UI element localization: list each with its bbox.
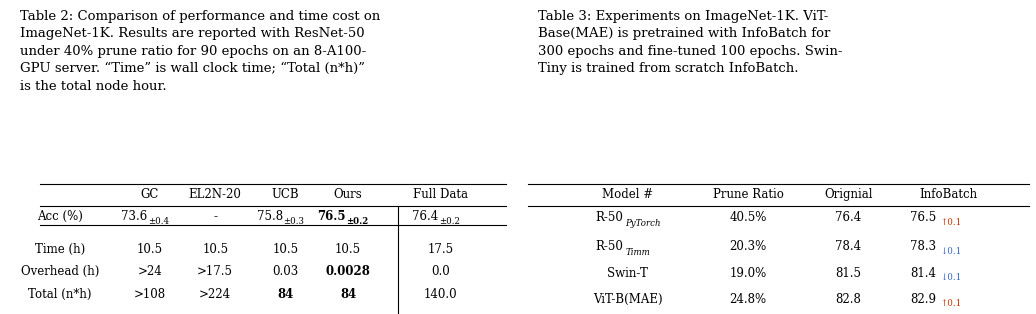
Text: 78.3: 78.3 (911, 240, 937, 253)
Text: 10.5: 10.5 (137, 243, 163, 256)
Text: 140.0: 140.0 (424, 288, 458, 301)
Text: Prune Ratio: Prune Ratio (713, 188, 783, 201)
Text: 81.4: 81.4 (911, 267, 937, 279)
Text: Timm: Timm (626, 248, 651, 257)
Text: 10.5: 10.5 (272, 243, 298, 256)
Text: 81.5: 81.5 (835, 267, 862, 279)
Text: ±0.4: ±0.4 (148, 217, 169, 226)
Text: PyTorch: PyTorch (626, 219, 661, 228)
Text: Table 3: Experiments on ImageNet-1K. ViT-
Base(MAE) is pretrained with InfoBatch: Table 3: Experiments on ImageNet-1K. ViT… (538, 10, 842, 75)
Text: >24: >24 (138, 265, 163, 278)
Text: ViT-B(MAE): ViT-B(MAE) (593, 293, 663, 306)
Text: 82.9: 82.9 (911, 293, 937, 306)
Text: 82.8: 82.8 (836, 293, 862, 306)
Text: ±0.2: ±0.2 (346, 217, 369, 226)
Text: 19.0%: 19.0% (729, 267, 767, 279)
Text: GC: GC (141, 188, 160, 201)
Text: 84: 84 (278, 288, 293, 301)
Text: Total (n*h): Total (n*h) (28, 288, 91, 301)
Text: >108: >108 (134, 288, 166, 301)
Text: Full Data: Full Data (413, 188, 468, 201)
Text: 10.5: 10.5 (202, 243, 228, 256)
Text: R-50: R-50 (595, 211, 623, 224)
Text: ±0.2: ±0.2 (439, 217, 460, 226)
Text: -: - (213, 210, 218, 223)
Text: 84: 84 (340, 288, 356, 301)
Text: Time (h): Time (h) (34, 243, 85, 256)
Text: ↓0.1: ↓0.1 (940, 273, 961, 282)
Text: Orignial: Orignial (825, 188, 872, 201)
Text: ↑0.1: ↑0.1 (940, 218, 961, 227)
Text: 75.8: 75.8 (257, 210, 283, 223)
Text: 76.4: 76.4 (835, 211, 862, 224)
Text: 10.5: 10.5 (335, 243, 362, 256)
Text: 0.0: 0.0 (432, 265, 451, 278)
Text: >224: >224 (199, 288, 231, 301)
Text: >17.5: >17.5 (197, 265, 233, 278)
Text: 0.03: 0.03 (272, 265, 298, 278)
Text: 76.4: 76.4 (412, 210, 438, 223)
Text: Ours: Ours (334, 188, 363, 201)
Text: Swin-T: Swin-T (607, 267, 649, 279)
Text: ↓0.1: ↓0.1 (940, 247, 961, 256)
Text: Model #: Model # (602, 188, 654, 201)
Text: ±0.3: ±0.3 (284, 217, 305, 226)
Text: 20.3%: 20.3% (729, 240, 767, 253)
Text: 40.5%: 40.5% (729, 211, 767, 224)
Text: 78.4: 78.4 (835, 240, 862, 253)
Text: Acc (%): Acc (%) (37, 210, 83, 223)
Text: Overhead (h): Overhead (h) (21, 265, 99, 278)
Text: ↑0.1: ↑0.1 (940, 299, 961, 308)
Text: R-50: R-50 (595, 240, 623, 253)
Text: Table 2: Comparison of performance and time cost on
ImageNet-1K. Results are rep: Table 2: Comparison of performance and t… (20, 10, 380, 93)
Text: 0.0028: 0.0028 (325, 265, 371, 278)
Text: 17.5: 17.5 (428, 243, 454, 256)
Text: 76.5: 76.5 (910, 211, 937, 224)
Text: InfoBatch: InfoBatch (920, 188, 978, 201)
Text: EL2N-20: EL2N-20 (189, 188, 241, 201)
Text: 24.8%: 24.8% (729, 293, 767, 306)
Text: UCB: UCB (271, 188, 299, 201)
Text: 73.6: 73.6 (121, 210, 147, 223)
Text: 76.5: 76.5 (317, 210, 346, 223)
